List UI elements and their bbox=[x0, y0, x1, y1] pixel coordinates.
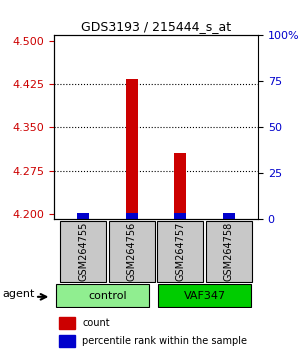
Bar bbox=[126, 79, 138, 219]
FancyBboxPatch shape bbox=[158, 285, 251, 307]
Bar bbox=[174, 212, 186, 219]
Text: GSM264758: GSM264758 bbox=[224, 222, 234, 281]
Bar bbox=[59, 335, 75, 347]
FancyBboxPatch shape bbox=[157, 221, 203, 282]
FancyBboxPatch shape bbox=[60, 221, 106, 282]
Text: GSM264756: GSM264756 bbox=[127, 222, 137, 281]
Bar bbox=[223, 214, 235, 219]
Text: control: control bbox=[88, 291, 127, 301]
Text: count: count bbox=[82, 318, 110, 328]
Text: agent: agent bbox=[3, 289, 35, 299]
FancyBboxPatch shape bbox=[109, 221, 155, 282]
Bar bbox=[223, 212, 235, 219]
Text: GSM264755: GSM264755 bbox=[78, 222, 88, 281]
Text: GSM264757: GSM264757 bbox=[175, 222, 185, 281]
Bar bbox=[77, 214, 89, 219]
Bar bbox=[174, 153, 186, 219]
Bar bbox=[77, 212, 89, 219]
Bar bbox=[126, 213, 138, 219]
Title: GDS3193 / 215444_s_at: GDS3193 / 215444_s_at bbox=[81, 20, 231, 33]
FancyBboxPatch shape bbox=[206, 221, 252, 282]
Bar bbox=[59, 317, 75, 329]
Text: VAF347: VAF347 bbox=[184, 291, 226, 301]
FancyBboxPatch shape bbox=[56, 285, 149, 307]
Text: percentile rank within the sample: percentile rank within the sample bbox=[82, 336, 247, 346]
